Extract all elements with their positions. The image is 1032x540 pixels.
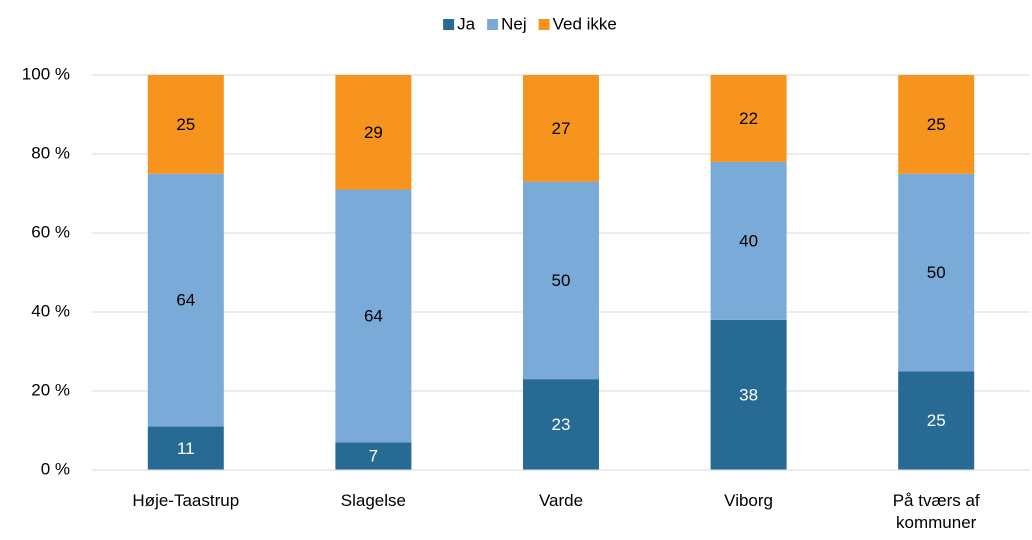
x-tick-label: På tværs af kommuner <box>892 491 980 532</box>
data-label: 27 <box>552 119 571 138</box>
data-label: 38 <box>739 385 758 404</box>
bar-segment <box>898 173 975 372</box>
data-label: 25 <box>927 115 946 134</box>
y-tick-label: 60 % <box>31 222 70 241</box>
data-label: 29 <box>364 123 383 142</box>
legend-label: Ja <box>457 14 476 33</box>
bar-segment <box>710 75 787 162</box>
legend-label: Ved ikke <box>553 14 617 33</box>
bar-segment <box>710 319 787 470</box>
y-tick-label: 40 % <box>31 301 70 320</box>
data-label: 11 <box>177 439 195 458</box>
legend-swatch <box>538 19 550 30</box>
bar-segment <box>147 173 224 427</box>
data-label: 22 <box>739 109 758 128</box>
y-tick-label: 0 % <box>41 459 70 478</box>
data-label: 40 <box>739 231 758 250</box>
y-tick-label: 100 % <box>22 64 70 83</box>
y-tick-label: 80 % <box>31 143 70 162</box>
bar-segment <box>898 75 975 174</box>
data-label: 25 <box>176 115 195 134</box>
data-label: 50 <box>552 271 571 290</box>
data-label: 23 <box>552 415 571 434</box>
data-label: 7 <box>369 447 378 466</box>
legend-swatch <box>487 19 499 30</box>
bar-segment <box>335 189 412 443</box>
bar-segment <box>523 75 599 182</box>
legend-swatch <box>443 19 455 30</box>
data-label: 50 <box>927 263 946 282</box>
data-label: 64 <box>176 291 195 310</box>
bar-segment <box>147 426 224 470</box>
bar-segment <box>335 75 412 190</box>
bar-segment <box>523 181 599 380</box>
data-label: 25 <box>927 411 946 430</box>
legend-label: Nej <box>501 14 527 33</box>
y-tick-label: 20 % <box>31 380 70 399</box>
bar-segment <box>523 379 599 470</box>
bar-segment <box>335 442 412 470</box>
bar-segment <box>710 161 787 320</box>
x-tick-label: Viborg <box>724 491 774 510</box>
data-label: 64 <box>364 306 383 325</box>
x-tick-label: Høje-Taastrup <box>132 491 240 510</box>
bar-segment <box>147 75 224 174</box>
x-tick-label: Slagelse <box>340 491 406 510</box>
x-tick-label: Varde <box>538 491 584 510</box>
bar-segment <box>898 371 975 470</box>
